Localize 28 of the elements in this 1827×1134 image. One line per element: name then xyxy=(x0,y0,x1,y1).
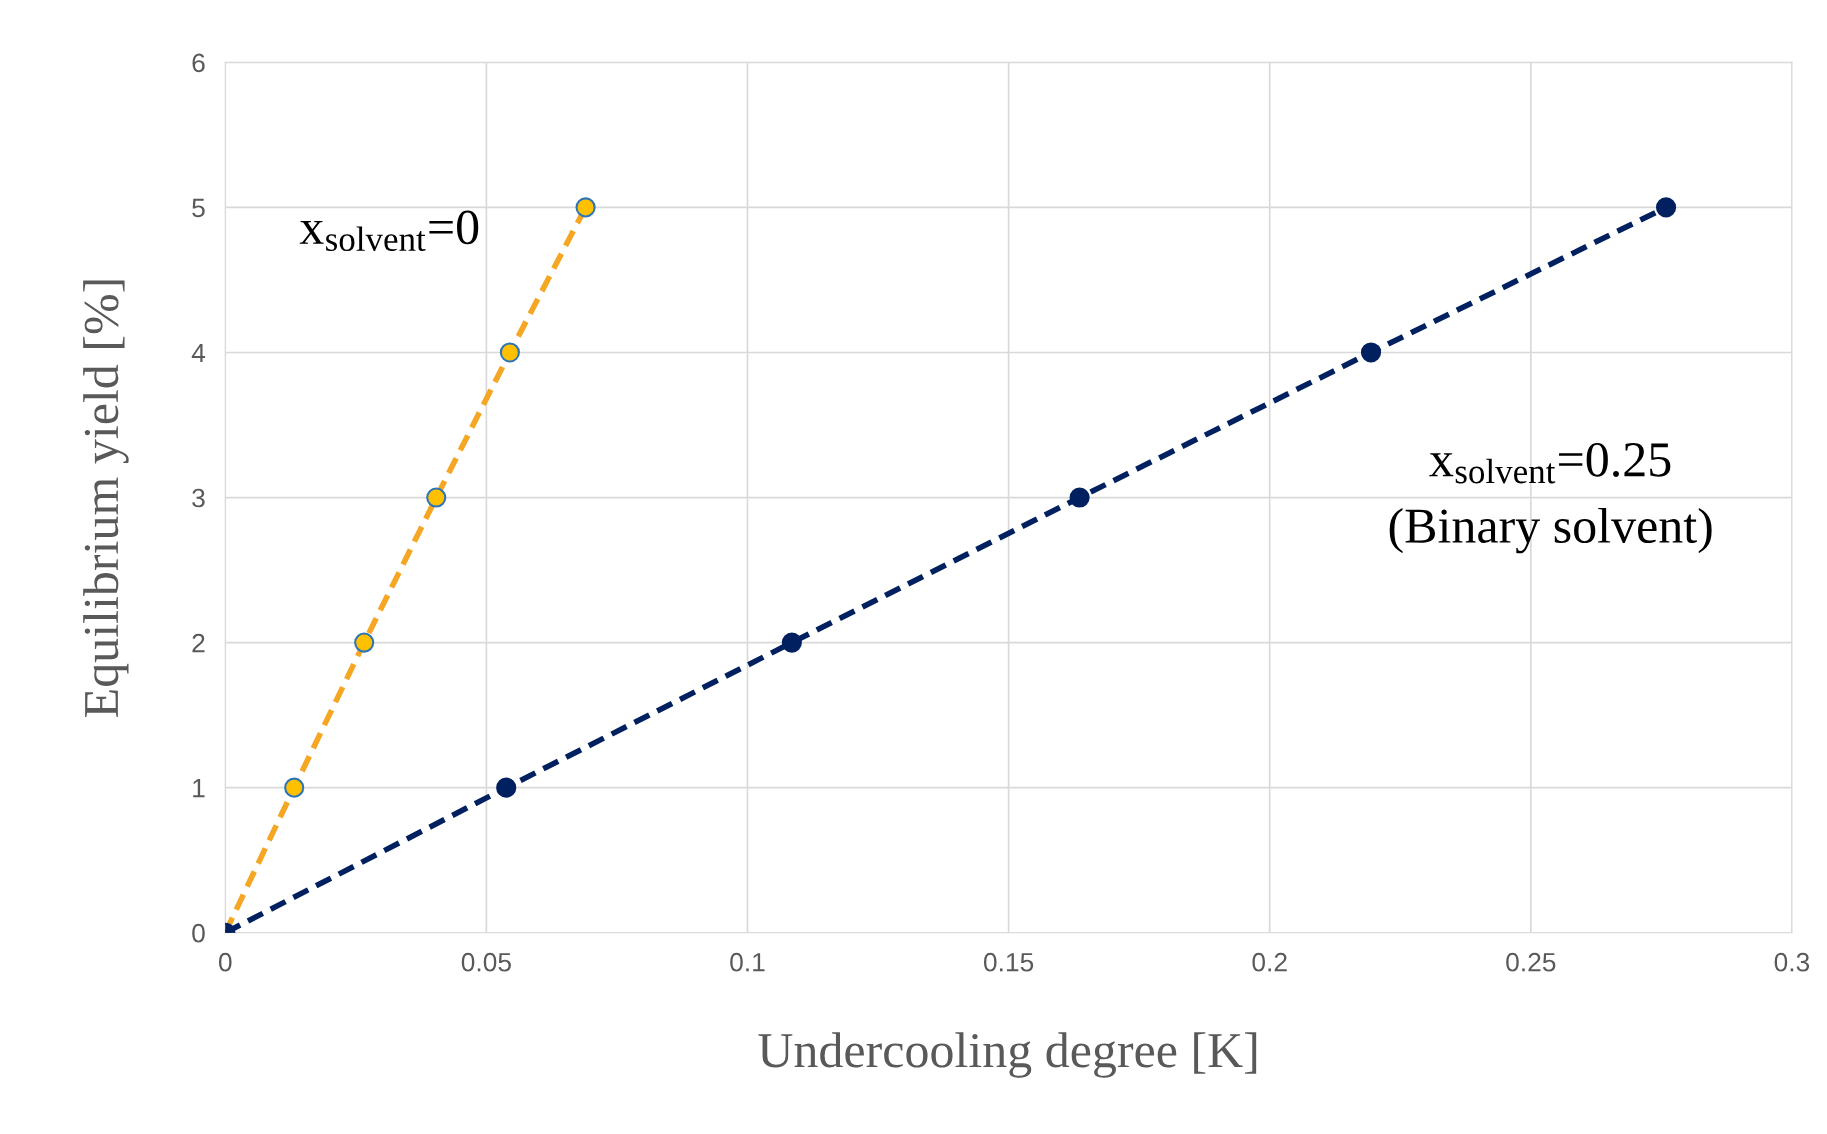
y-tick-label: 6 xyxy=(192,53,205,73)
annotation: x$_{solvent}$=0.25 (Binary solvent) xyxy=(1389,442,1712,554)
x-tick-label: 0.2 xyxy=(1252,952,1287,972)
x-tick-label: 0.25 xyxy=(1506,952,1556,972)
y-tick-label: 3 xyxy=(192,488,205,508)
x-axis-title: Undercooling degree [K] xyxy=(758,1032,1257,1078)
y-tick-label: 1 xyxy=(193,779,205,798)
y-tick-label: 5 xyxy=(192,198,205,218)
y-tick-label: 4 xyxy=(191,343,206,363)
x-tick-label: 0 xyxy=(218,952,232,972)
annotation: x$_{solvent}$=0 xyxy=(299,210,479,252)
point xyxy=(1656,197,1677,218)
point xyxy=(354,632,375,653)
point xyxy=(781,632,802,653)
point xyxy=(284,777,305,798)
point xyxy=(1360,342,1382,363)
point xyxy=(426,487,447,508)
x-tick-label: 0.1 xyxy=(730,952,765,972)
x-tick-label: 0.15 xyxy=(983,952,1034,972)
point xyxy=(575,197,596,218)
x-tick-label: 0.3 xyxy=(1774,952,1810,972)
y-tick-label: 2 xyxy=(192,633,205,653)
y-tick-label: 0 xyxy=(192,923,205,943)
point xyxy=(1069,487,1090,508)
x-tick-label: 0.05 xyxy=(461,952,511,972)
point xyxy=(499,342,520,363)
point xyxy=(496,777,517,798)
y-axis-title: Equilibrium yield [%] xyxy=(83,280,129,717)
